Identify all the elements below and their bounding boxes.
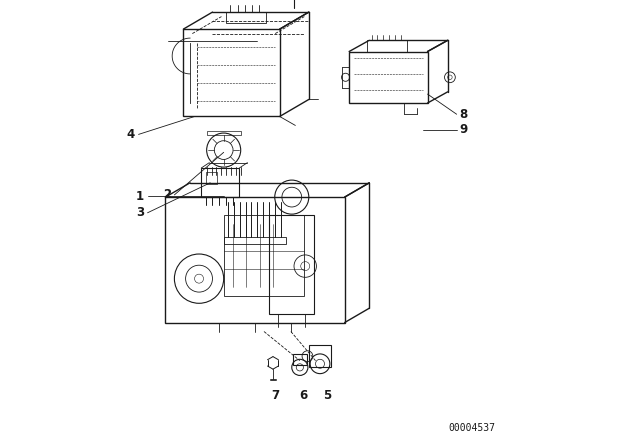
Text: 00004537: 00004537 <box>449 423 496 433</box>
Bar <box>293 354 307 365</box>
Bar <box>367 40 407 52</box>
Text: 8: 8 <box>460 108 467 121</box>
Bar <box>165 197 344 323</box>
Bar <box>269 215 314 314</box>
Bar <box>201 168 239 197</box>
Text: 5: 5 <box>323 388 331 402</box>
Text: 1: 1 <box>136 190 144 203</box>
Text: 6: 6 <box>299 388 307 402</box>
Bar <box>226 12 266 23</box>
Bar <box>224 237 287 244</box>
Text: 9: 9 <box>460 123 467 137</box>
Text: 4: 4 <box>127 128 135 141</box>
Text: 3: 3 <box>136 206 144 220</box>
Text: 2: 2 <box>163 188 171 202</box>
Bar <box>308 345 332 367</box>
Bar <box>207 131 241 135</box>
Text: 7: 7 <box>271 388 279 402</box>
Bar <box>224 215 305 296</box>
Bar <box>205 172 217 184</box>
Bar <box>349 52 428 103</box>
Bar <box>183 29 280 116</box>
